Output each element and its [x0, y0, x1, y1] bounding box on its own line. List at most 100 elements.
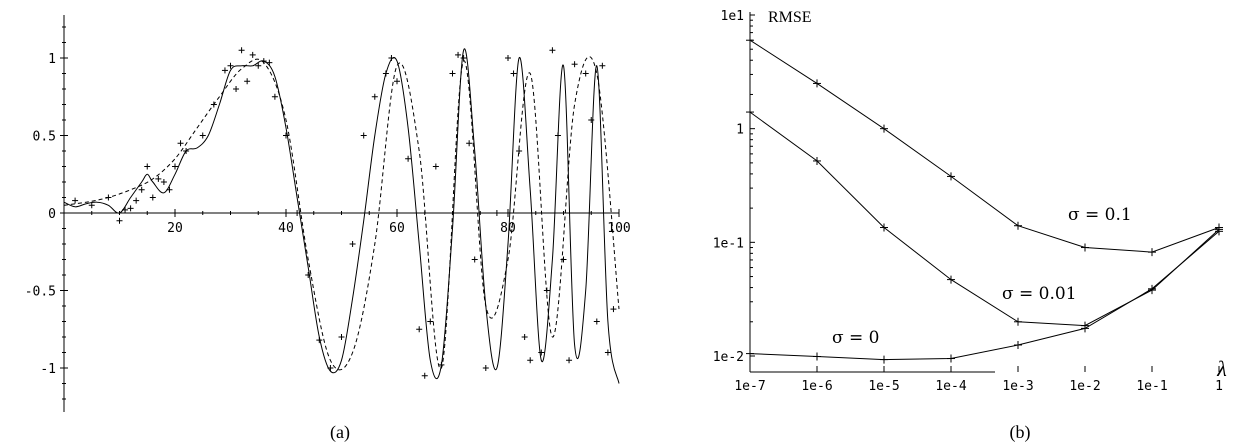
panel-a-data-point: [566, 357, 573, 364]
panel-a-data-point: [432, 163, 439, 170]
panel-a-data-point: [116, 217, 123, 224]
panel-a-data-point: [571, 61, 578, 68]
panel-a-data-point: [416, 326, 423, 333]
panel-a-data-point: [527, 357, 534, 364]
panel-b-xlabel: λ: [1216, 356, 1227, 381]
panel-b-data-point: [813, 79, 821, 88]
panel-b-data-point: [1014, 317, 1022, 326]
panel-a-data-point: [510, 70, 517, 77]
panel-a-chart: 20 40 60 80 100 0.5 0 -0.5 -1 1 (a): [25, 15, 631, 443]
panel-b-data-point: [1148, 284, 1156, 293]
panel-a-data-point: [438, 361, 445, 368]
panel-a-data-point: [183, 148, 190, 154]
panel-b-x-tick-label: 1e-2: [1069, 379, 1100, 394]
panel-a-data-point: [554, 132, 561, 139]
panel-b-data-point: [1014, 221, 1022, 230]
panel-b-x-tick-label: 1e-4: [935, 379, 966, 394]
panel-b-data-point: [1014, 340, 1022, 349]
panel-b-ylabel: RMSE: [768, 9, 812, 26]
panel-a-caption: (a): [330, 422, 350, 443]
panel-b-x-tick-label: 1e-1: [1136, 379, 1167, 394]
panel-b-data-point: [947, 275, 955, 284]
panel-a-data-point: [543, 287, 550, 294]
panel-a-y-tick-label: 0.5: [33, 130, 56, 145]
panel-a-y-tick-label: -0.5: [25, 285, 56, 300]
panel-a-x-tick-label: 40: [278, 221, 294, 236]
series-label-sigma-0: σ = 0: [832, 328, 879, 348]
panel-a-data-point: [227, 62, 234, 69]
panel-b-y-tick-label: 1e-1: [713, 236, 744, 251]
panel-a-y-tick-label: 1: [48, 52, 56, 67]
panel-b-data-point: [1081, 324, 1089, 333]
panel-a-data-point: [305, 272, 312, 278]
panel-a-data-point: [122, 206, 129, 213]
panel-a-data-point: [599, 62, 606, 69]
series-label-sigma-0-1: σ = 0.1: [1068, 205, 1132, 225]
panel-b-data-point: [746, 349, 754, 358]
panel-a-data-point: [210, 101, 217, 108]
panel-a-data-point: [249, 51, 256, 58]
panel-a-data-point: [133, 197, 140, 204]
panel-b-y-tick-label: 1: [736, 123, 744, 138]
panel-a-data-point: [588, 117, 595, 123]
panel-a-data-point: [233, 86, 240, 92]
panel-a-data-point: [471, 256, 478, 263]
panel-a-data-point: [466, 140, 473, 147]
panel-a-data-point: [521, 334, 528, 340]
panel-b-x-tick-label: 1: [1215, 379, 1223, 394]
panel-a-data-point: [405, 155, 412, 162]
panel-a-solid-curve: [63, 48, 620, 384]
panel-a-data-point: [266, 59, 273, 66]
panel-b-data-point: [947, 172, 955, 181]
panel-b-series-line: [749, 111, 1220, 327]
panel-b-series-line: [749, 39, 1220, 253]
panel-a-data-point: [371, 93, 378, 100]
panel-a-data-point: [360, 132, 367, 139]
panel-a-data-point: [294, 210, 301, 216]
panel-a-data-point: [221, 67, 228, 74]
panel-b-caption: (b): [1010, 422, 1031, 443]
panel-b-data-point: [947, 354, 955, 363]
panel-b-data-point: [813, 156, 821, 165]
panel-a-data-point: [449, 70, 456, 77]
panel-a-data-point: [593, 318, 600, 325]
panel-a-data-point: [155, 175, 162, 182]
panel-a-y-tick-label: -1: [40, 362, 56, 377]
panel-b-x-tick-label: 1e-7: [734, 379, 765, 394]
panel-a-data-point: [549, 47, 556, 54]
panel-b-data-point: [1215, 227, 1223, 236]
panel-b-data-point: [880, 355, 888, 364]
panel-a-data-point: [138, 186, 145, 193]
panel-a-data-point: [493, 210, 500, 216]
panel-b-data-point: [880, 124, 888, 133]
panel-a-data-point: [238, 47, 245, 54]
panel-a-data-point: [255, 62, 262, 69]
panel-a-data-point: [199, 132, 206, 139]
panel-a-data-point: [349, 241, 356, 247]
panel-a-data-point: [105, 194, 112, 201]
panel-a-x-tick-label: 100: [607, 221, 630, 236]
panel-b-chart: RMSE λ 1e-7 1e-6 1e-5 1e-4 1e-3 1e-2 1e-1 1 1e1 1…: [713, 9, 1227, 443]
panel-a-data-point: [455, 51, 462, 58]
panel-a-data-point: [149, 194, 156, 201]
panel-a-data-point: [127, 205, 134, 212]
panel-a-data-point: [482, 365, 489, 371]
panel-a-data-point: [144, 163, 151, 170]
panel-a-data-point: [427, 318, 434, 325]
panel-b-data-point: [1148, 248, 1156, 257]
panel-a-dashed-curve: [63, 56, 620, 371]
panel-a-data-point: [394, 78, 400, 85]
panel-a-data-point: [260, 58, 267, 65]
panel-a-data-point: [382, 70, 389, 77]
panel-a-data-point: [538, 349, 545, 356]
panel-b-y-tick-label: 1e-2: [713, 350, 744, 365]
panel-b-x-tick-label: 1e-6: [801, 379, 832, 394]
panel-a-data-point: [516, 148, 523, 154]
panel-a-data-point: [88, 202, 95, 209]
panel-a-data-point: [338, 334, 345, 340]
panel-a-data-point: [421, 372, 428, 379]
panel-a-x-tick-label: 80: [500, 221, 516, 236]
panel-a-data-point: [316, 337, 323, 344]
panel-a-data-point: [166, 186, 173, 193]
